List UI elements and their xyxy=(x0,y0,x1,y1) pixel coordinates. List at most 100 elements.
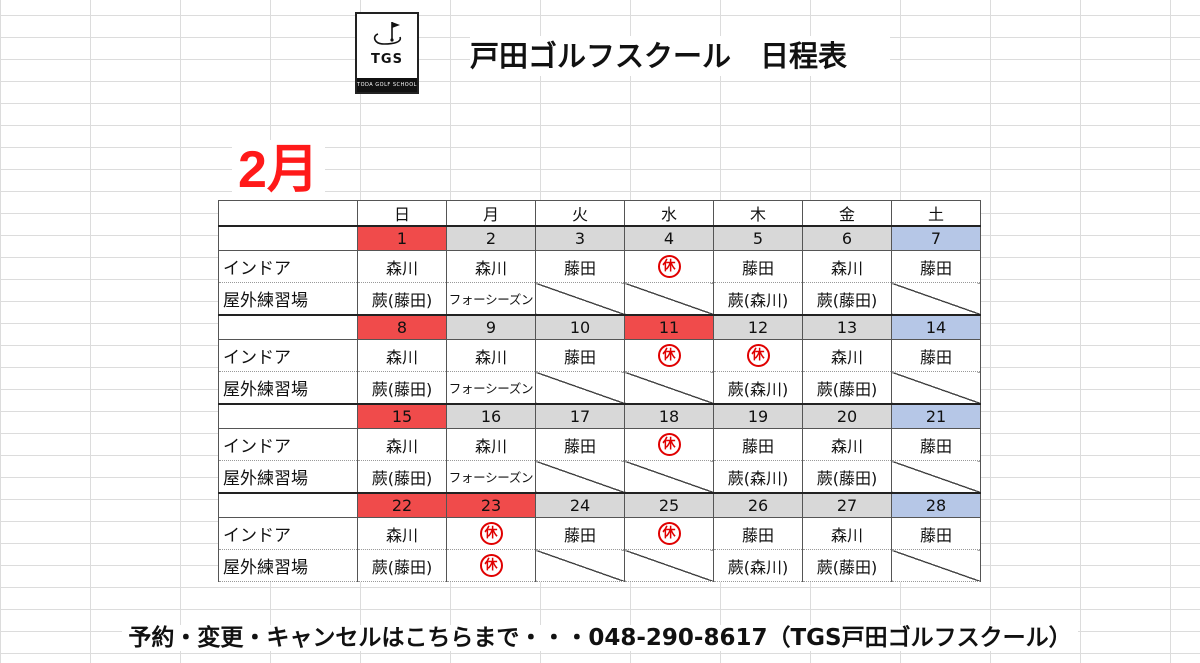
instructor-cell: フォーシーズン xyxy=(446,282,536,316)
weekday-cell: 火 xyxy=(535,200,625,227)
weekday-cell: 水 xyxy=(624,200,714,227)
instructor-cell: 森川 xyxy=(802,339,892,372)
instructor-cell: 藤田 xyxy=(535,339,625,372)
indoor-row: インドア 森川 森川 藤田休藤田 森川 藤田 xyxy=(218,428,981,461)
date-label-blank xyxy=(218,403,358,429)
date-label-blank xyxy=(218,225,358,251)
closed-mark-icon: 休 xyxy=(657,344,681,367)
instructor-cell: 藤田 xyxy=(535,517,625,550)
instructor-cell: フォーシーズン xyxy=(446,460,536,494)
date-cell: 10 xyxy=(535,314,625,340)
instructor-cell: 蕨(森川) xyxy=(713,549,803,582)
closed-cell: 休 xyxy=(624,250,714,283)
closed-mark-icon: 休 xyxy=(657,255,681,278)
instructor-cell: 蕨(藤田) xyxy=(802,549,892,582)
outdoor-row: 屋外練習場 蕨(藤田) 休蕨(森川) 蕨(藤田) xyxy=(218,549,981,582)
closed-cell: 休 xyxy=(624,339,714,372)
date-cell: 16 xyxy=(446,403,536,429)
date-cell: 13 xyxy=(802,314,892,340)
footer-contact: 予約・変更・キャンセルはこちらまで・・・048-290-8617（TGS戸田ゴル… xyxy=(0,618,1200,658)
weekday-cell: 木 xyxy=(713,200,803,227)
date-cell: 7 xyxy=(891,225,981,251)
header-blank-cell xyxy=(218,200,358,227)
logo-text: TGS xyxy=(371,52,403,67)
closed-cell: 休 xyxy=(713,339,803,372)
date-cell: 5 xyxy=(713,225,803,251)
instructor-cell: 森川 xyxy=(357,339,447,372)
instructor-cell: 蕨(藤田) xyxy=(802,371,892,405)
instructor-cell: 藤田 xyxy=(891,250,981,283)
instructor-cell: 藤田 xyxy=(535,428,625,461)
instructor-cell: 藤田 xyxy=(713,428,803,461)
instructor-cell: 蕨(森川) xyxy=(713,460,803,494)
logo-subtext: TODA GOLF SCHOOL xyxy=(357,78,417,92)
closed-mark-icon: 休 xyxy=(657,433,681,456)
date-cell: 20 xyxy=(802,403,892,429)
date-row: 15 16 17 18 19 20 21 xyxy=(218,403,981,429)
instructor-cell: 蕨(藤田) xyxy=(357,371,447,405)
date-cell: 15 xyxy=(357,403,447,429)
instructor-cell: 蕨(藤田) xyxy=(802,282,892,316)
schedule-table: 日月火水木金土 1 2 3 4 5 6 7 インドア 森川 森川 藤田休藤田 森川 藤田 屋外練習場 蕨(藤田… xyxy=(218,200,981,582)
closed-cell: 休 xyxy=(624,428,714,461)
date-cell: 12 xyxy=(713,314,803,340)
no-session-cell xyxy=(624,371,714,405)
no-session-cell xyxy=(624,460,714,494)
indoor-label: インドア xyxy=(218,250,358,283)
instructor-cell: 森川 xyxy=(446,250,536,283)
instructor-cell: 森川 xyxy=(802,517,892,550)
date-cell: 4 xyxy=(624,225,714,251)
no-session-cell xyxy=(891,549,981,582)
instructor-cell: 森川 xyxy=(802,250,892,283)
instructor-cell: 森川 xyxy=(357,428,447,461)
instructor-cell: フォーシーズン xyxy=(446,371,536,405)
outdoor-label: 屋外練習場 xyxy=(218,282,358,316)
footer-text: 予約・変更・キャンセルはこちらまで・・・048-290-8617（TGS戸田ゴル… xyxy=(122,625,1078,651)
instructor-cell: 森川 xyxy=(802,428,892,461)
date-cell: 24 xyxy=(535,492,625,518)
date-cell: 3 xyxy=(535,225,625,251)
date-cell: 25 xyxy=(624,492,714,518)
closed-cell: 休 xyxy=(446,549,536,582)
weekday-header-row: 日月火水木金土 xyxy=(218,200,981,227)
date-cell: 14 xyxy=(891,314,981,340)
instructor-cell: 藤田 xyxy=(891,339,981,372)
closed-cell: 休 xyxy=(624,517,714,550)
closed-cell: 休 xyxy=(446,517,536,550)
outdoor-label: 屋外練習場 xyxy=(218,371,358,405)
weekday-cell: 金 xyxy=(802,200,892,227)
no-session-cell xyxy=(624,282,714,316)
instructor-cell: 蕨(森川) xyxy=(713,282,803,316)
date-row: 22 23 24 25 26 27 28 xyxy=(218,492,981,518)
outdoor-row: 屋外練習場 蕨(藤田) フォーシーズン 蕨(森川) 蕨(藤田) xyxy=(218,371,981,405)
weekday-cell: 土 xyxy=(891,200,981,227)
no-session-cell xyxy=(535,282,625,316)
date-cell: 6 xyxy=(802,225,892,251)
outdoor-row: 屋外練習場 蕨(藤田) フォーシーズン 蕨(森川) 蕨(藤田) xyxy=(218,282,981,316)
instructor-cell: 藤田 xyxy=(713,250,803,283)
golf-flag-icon xyxy=(373,22,402,45)
instructor-cell: 藤田 xyxy=(713,517,803,550)
instructor-cell: 藤田 xyxy=(891,428,981,461)
date-cell: 8 xyxy=(357,314,447,340)
date-cell: 1 xyxy=(357,225,447,251)
closed-mark-icon: 休 xyxy=(479,522,503,545)
instructor-cell: 蕨(藤田) xyxy=(357,460,447,494)
instructor-cell: 森川 xyxy=(357,250,447,283)
outdoor-label: 屋外練習場 xyxy=(218,549,358,582)
date-label-blank xyxy=(218,314,358,340)
instructor-cell: 蕨(藤田) xyxy=(357,282,447,316)
month-label: 2月 xyxy=(232,140,325,200)
no-session-cell xyxy=(624,549,714,582)
indoor-row: インドア 森川 森川 藤田休藤田 森川 藤田 xyxy=(218,250,981,283)
indoor-label: インドア xyxy=(218,428,358,461)
date-cell: 26 xyxy=(713,492,803,518)
date-cell: 9 xyxy=(446,314,536,340)
weekday-cell: 月 xyxy=(446,200,536,227)
closed-mark-icon: 休 xyxy=(479,554,503,577)
date-row: 8 9 10 11 12 13 14 xyxy=(218,314,981,340)
instructor-cell: 森川 xyxy=(357,517,447,550)
instructor-cell: 蕨(藤田) xyxy=(802,460,892,494)
tgs-logo: TGS TODA GOLF SCHOOL xyxy=(355,12,419,94)
date-cell: 23 xyxy=(446,492,536,518)
